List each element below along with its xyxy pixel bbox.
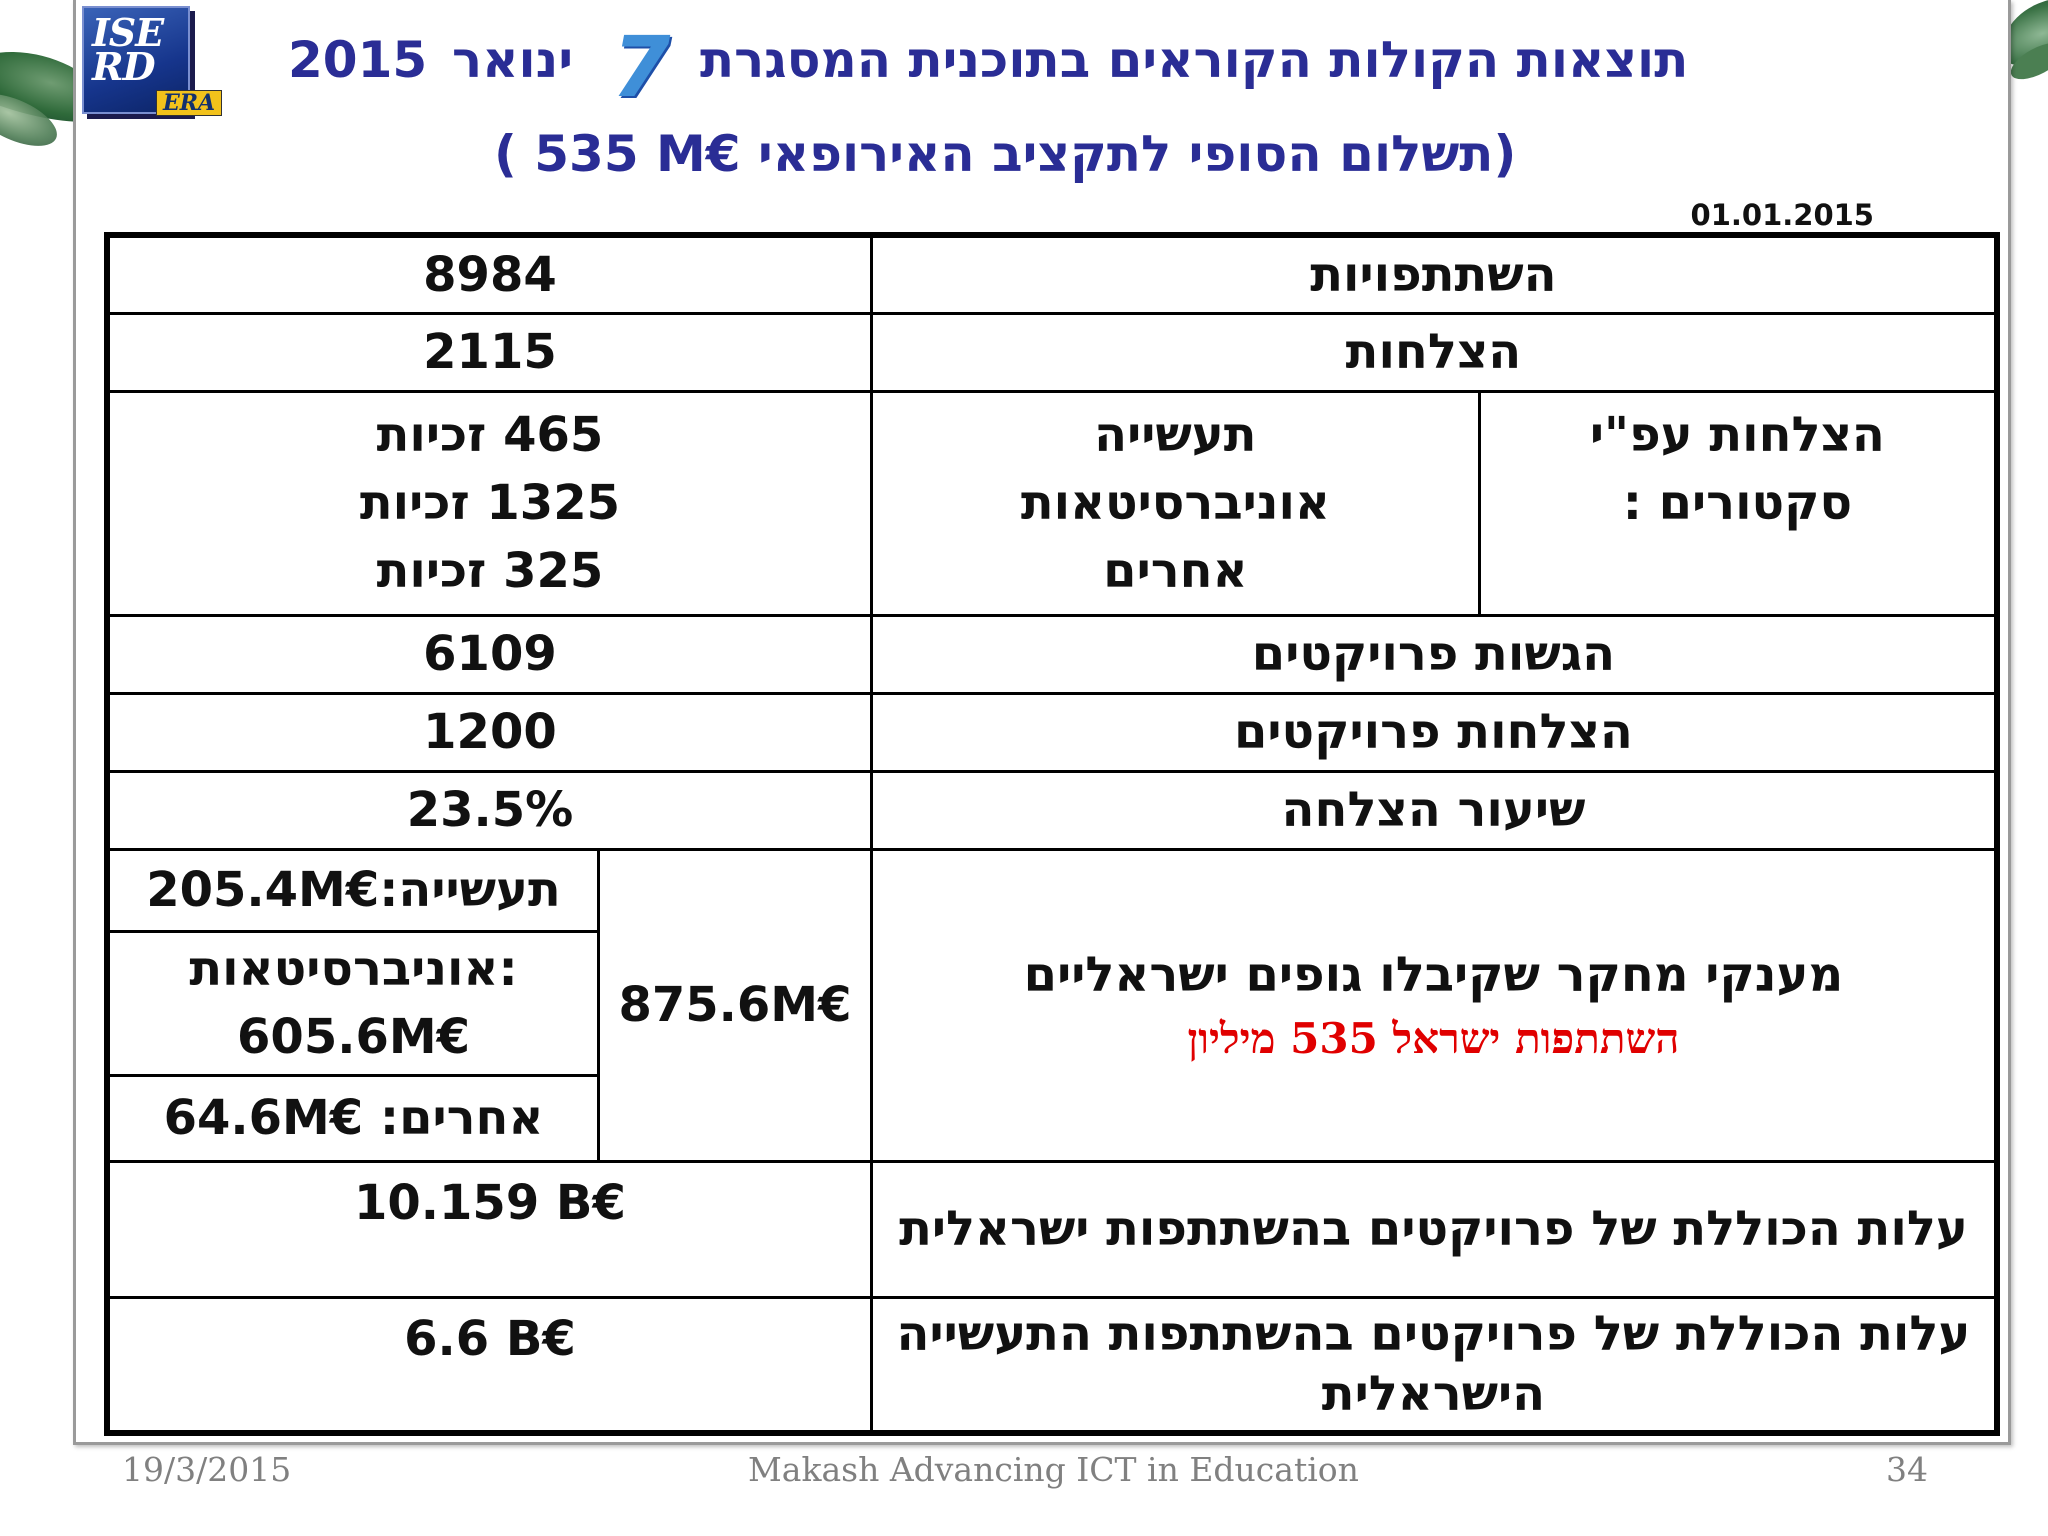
grant-industry: 205.4M€:תעשייה [105, 847, 601, 933]
grant-others: 64.6M€ :אחרים [105, 1073, 601, 1163]
footer-date: 19/3/2015 [122, 1450, 292, 1489]
logo-era-badge: ERA [156, 90, 222, 116]
grants-label-cell: מענקי מחקר שקיבלו גופים ישראליים השתתפות… [869, 847, 1999, 1163]
sector-wins-values: 465 זכיות 1325 זכיות 325 זכיות [105, 389, 873, 617]
table-row: 205.4M€:תעשייה 875.6M€ מענקי מחקר שקיבלו… [105, 847, 1999, 1163]
table-row: 1200 הצלחות פרויקטים [105, 691, 1999, 773]
participations-label: השתתפויות [869, 233, 1999, 315]
table-row: 10.159 B€ עלות הכוללת של פרויקטים בהשתתפ… [105, 1159, 1999, 1299]
grants-label: מענקי מחקר שקיבלו גופים ישראליים [1023, 947, 1844, 1003]
project-successes-value: 1200 [105, 691, 873, 773]
fp7-seven-logo: 7 [612, 18, 671, 116]
total-cost-israeli-label: עלות הכוללת של פרויקטים בהשתתפות ישראלית [869, 1159, 1999, 1299]
sector-names: תעשייה אוניברסיטאות אחרים [869, 389, 1481, 617]
title-main: תוצאות הקולות הקוראים בתוכנית המסגרת [700, 31, 1689, 89]
table-row: 64.6M€ :אחרים [105, 1073, 1997, 1163]
submissions-value: 6109 [105, 613, 873, 695]
table-row: אוניברסיטאות: 605.6M€ [105, 929, 1997, 1077]
success-rate-value: 23.5% [105, 769, 873, 851]
submissions-label: הגשות פרויקטים [869, 613, 1999, 695]
table-row: 2115 הצלחות [105, 311, 1999, 393]
iserd-logo: ISE RD [82, 6, 190, 114]
success-rate-label: שיעור הצלחה [869, 769, 1999, 851]
table-row: 8984 השתתפויות [105, 233, 1999, 315]
grant-total: 875.6M€ [597, 847, 873, 1163]
footer-title: Makash Advancing ICT in Education [748, 1450, 1359, 1489]
grants-sub-label: השתתפות ישראל 535 מיליון [1187, 1014, 1680, 1063]
sector-label: הצלחות עפ"י סקטורים : [1477, 389, 1999, 617]
participations-value: 8984 [105, 233, 873, 315]
title-year: 2015 [288, 31, 428, 89]
table-row: 465 זכיות 1325 זכיות 325 זכיות תעשייה או… [105, 389, 1999, 617]
total-cost-israeli-value: 10.159 B€ [105, 1159, 873, 1299]
successes-value: 2115 [105, 311, 873, 393]
project-successes-label: הצלחות פרויקטים [869, 691, 1999, 773]
table-row: 6.6 B€ עלות הכוללת של פרויקטים בהשתתפות … [105, 1295, 1999, 1435]
page-number: 34 [1886, 1450, 1928, 1489]
total-cost-industry-label: עלות הכוללת של פרויקטים בהשתתפות התעשייה… [869, 1295, 1999, 1435]
total-cost-industry-value: 6.6 B€ [105, 1295, 873, 1435]
results-table: 8984 השתתפויות 2115 הצלחות 465 זכיות 132… [104, 232, 2000, 1436]
grant-universities: אוניברסיטאות: 605.6M€ [105, 929, 601, 1077]
report-date: 01.01.2015 [1690, 198, 1874, 232]
logo-text: ISE RD [92, 10, 164, 89]
table-row: 23.5% שיעור הצלחה [105, 769, 1999, 851]
table-row: 6109 הגשות פרויקטים [105, 613, 1999, 695]
title-month: ינואר [452, 31, 574, 89]
subtitle: ( 535 M€ תשלום הסופי לתקציב האירופאי) [494, 125, 1517, 183]
successes-label: הצלחות [869, 311, 1999, 393]
